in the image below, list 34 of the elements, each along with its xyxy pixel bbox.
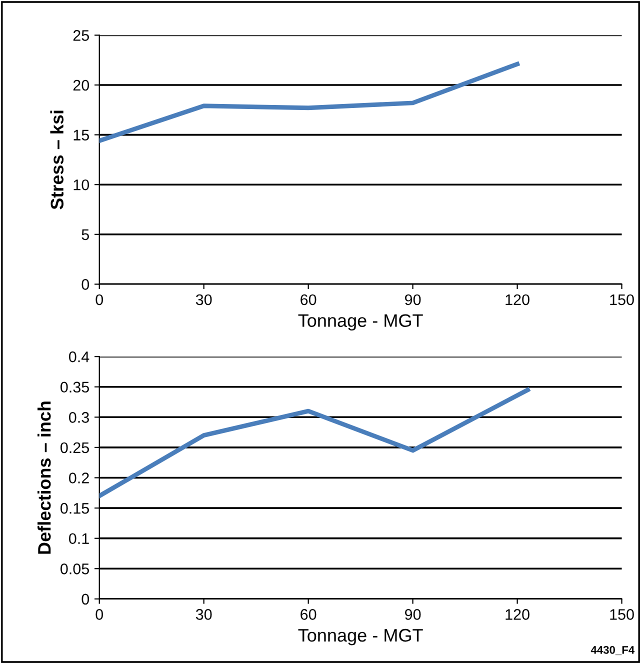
- y-axis-title: Deflections – inch: [38, 402, 51, 554]
- x-tick-label: 90: [405, 294, 421, 306]
- y-tick-label: 0.05: [60, 564, 89, 574]
- y-axis-title: Stress – ksi: [50, 110, 64, 210]
- y-tick-label: 5: [82, 229, 89, 240]
- y-tick-label: 0: [82, 279, 90, 290]
- x-tick-label: 90: [405, 609, 421, 620]
- x-tick-label: 60: [300, 294, 316, 306]
- x-tick-label: 30: [196, 294, 212, 306]
- y-tick-label: 0.4: [68, 351, 90, 362]
- x-tick-label: 0: [96, 294, 104, 306]
- y-tick-label: 20: [73, 80, 90, 91]
- x-axis-title: Tonnage - MGT: [298, 314, 423, 331]
- y-tick-label: 0.15: [60, 502, 89, 514]
- x-tick-label: 30: [196, 609, 212, 620]
- x-axis-title: Tonnage - MGT: [298, 628, 423, 646]
- y-tick-label: 0.35: [60, 382, 89, 393]
- y-tick-label: 0: [82, 594, 90, 605]
- line-series: [99, 62, 520, 143]
- y-tick-label: 0.1: [68, 533, 89, 544]
- y-tick-label: 10: [74, 179, 90, 190]
- y-tick-label: 0.2: [68, 472, 89, 484]
- x-tick-label: 0: [96, 609, 104, 620]
- x-tick-label: 150: [610, 294, 634, 306]
- y-tick-label: 0.25: [60, 442, 89, 454]
- y-tick-label: 25: [73, 30, 89, 41]
- y-tick-label: 15: [74, 130, 89, 140]
- text: 4430_F4: [590, 646, 635, 656]
- y-tick-label: 0.3: [68, 412, 89, 423]
- x-tick-label: 150: [610, 609, 634, 620]
- x-tick-label: 120: [506, 609, 530, 620]
- x-tick-label: 60: [300, 609, 316, 620]
- x-tick-label: 120: [506, 294, 530, 306]
- line-series: [99, 388, 530, 498]
